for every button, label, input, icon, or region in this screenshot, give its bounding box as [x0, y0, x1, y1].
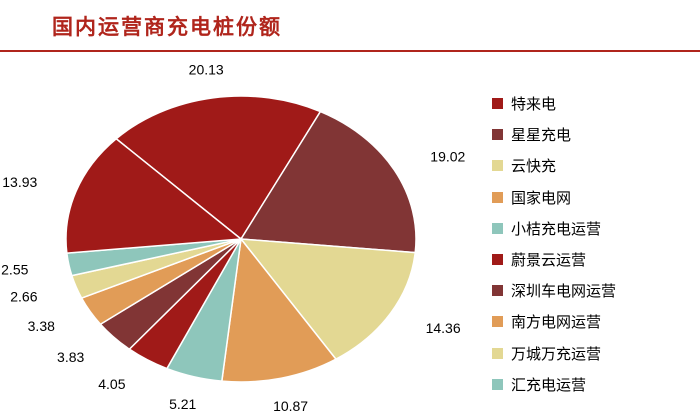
- legend-label: 国家电网: [511, 188, 572, 207]
- legend-label: 星星充电: [511, 126, 572, 145]
- legend-item: 南方电网运营: [492, 306, 616, 337]
- legend-swatch: [492, 160, 503, 172]
- legend-label: 云快充: [511, 157, 557, 176]
- legend-label: 南方电网运营: [511, 313, 602, 332]
- slice-value-label: 10.87: [273, 398, 308, 414]
- title-divider: [0, 50, 700, 52]
- legend-label: 特来电: [511, 95, 557, 114]
- legend-swatch: [492, 254, 503, 266]
- legend-label: 汇充电运营: [511, 375, 587, 394]
- slice-value-label: 19.02: [430, 148, 465, 164]
- slice-value-label: 4.05: [98, 376, 125, 392]
- legend-item: 国家电网: [492, 182, 616, 213]
- slice-value-label: 3.83: [57, 349, 84, 365]
- pie-slice: [239, 110, 417, 254]
- slice-value-label: 14.36: [426, 320, 461, 336]
- legend-swatch: [492, 191, 503, 203]
- legend-item: 小桔充电运营: [492, 213, 616, 244]
- legend-swatch: [492, 129, 503, 141]
- legend-item: 蔚景云运营: [492, 244, 616, 275]
- legend-swatch: [492, 378, 503, 390]
- legend-item: 深圳车电网运营: [492, 275, 616, 306]
- slice-value-label: 20.13: [189, 62, 224, 78]
- legend-item: 星星充电: [492, 119, 616, 150]
- legend-item: 云快充: [492, 150, 616, 181]
- legend-item: 汇充电运营: [492, 369, 616, 400]
- pie-slice: [114, 95, 322, 241]
- legend-swatch: [492, 98, 503, 110]
- legend-label: 万城万充运营: [511, 344, 602, 363]
- legend-label: 小桔充电运营: [511, 219, 602, 238]
- pie-slice: [65, 137, 243, 254]
- legend-swatch: [492, 222, 503, 234]
- pie-slice: [220, 237, 338, 383]
- legend-item: 特来电: [492, 88, 616, 119]
- chart-title: 国内运营商充电桩份额: [52, 15, 282, 39]
- slice-value-label: 2.66: [10, 289, 37, 305]
- slice-value-label: 2.55: [1, 262, 28, 278]
- legend-swatch: [492, 347, 503, 359]
- slice-value-label: 13.93: [2, 174, 37, 190]
- legend-swatch: [492, 285, 503, 297]
- slice-value-label: 3.38: [28, 318, 55, 334]
- legend-swatch: [492, 316, 503, 328]
- legend-label: 深圳车电网运营: [511, 282, 617, 301]
- chart-legend: 特来电星星充电云快充国家电网小桔充电运营 蔚景云运营深圳车电网运营 南方电网运营 万城…: [492, 88, 616, 400]
- pie-slice: [239, 238, 417, 361]
- legend-item: 万城万充运营: [492, 338, 616, 369]
- legend-label: 蔚景云运营: [511, 251, 587, 270]
- slice-value-label: 5.21: [169, 396, 196, 412]
